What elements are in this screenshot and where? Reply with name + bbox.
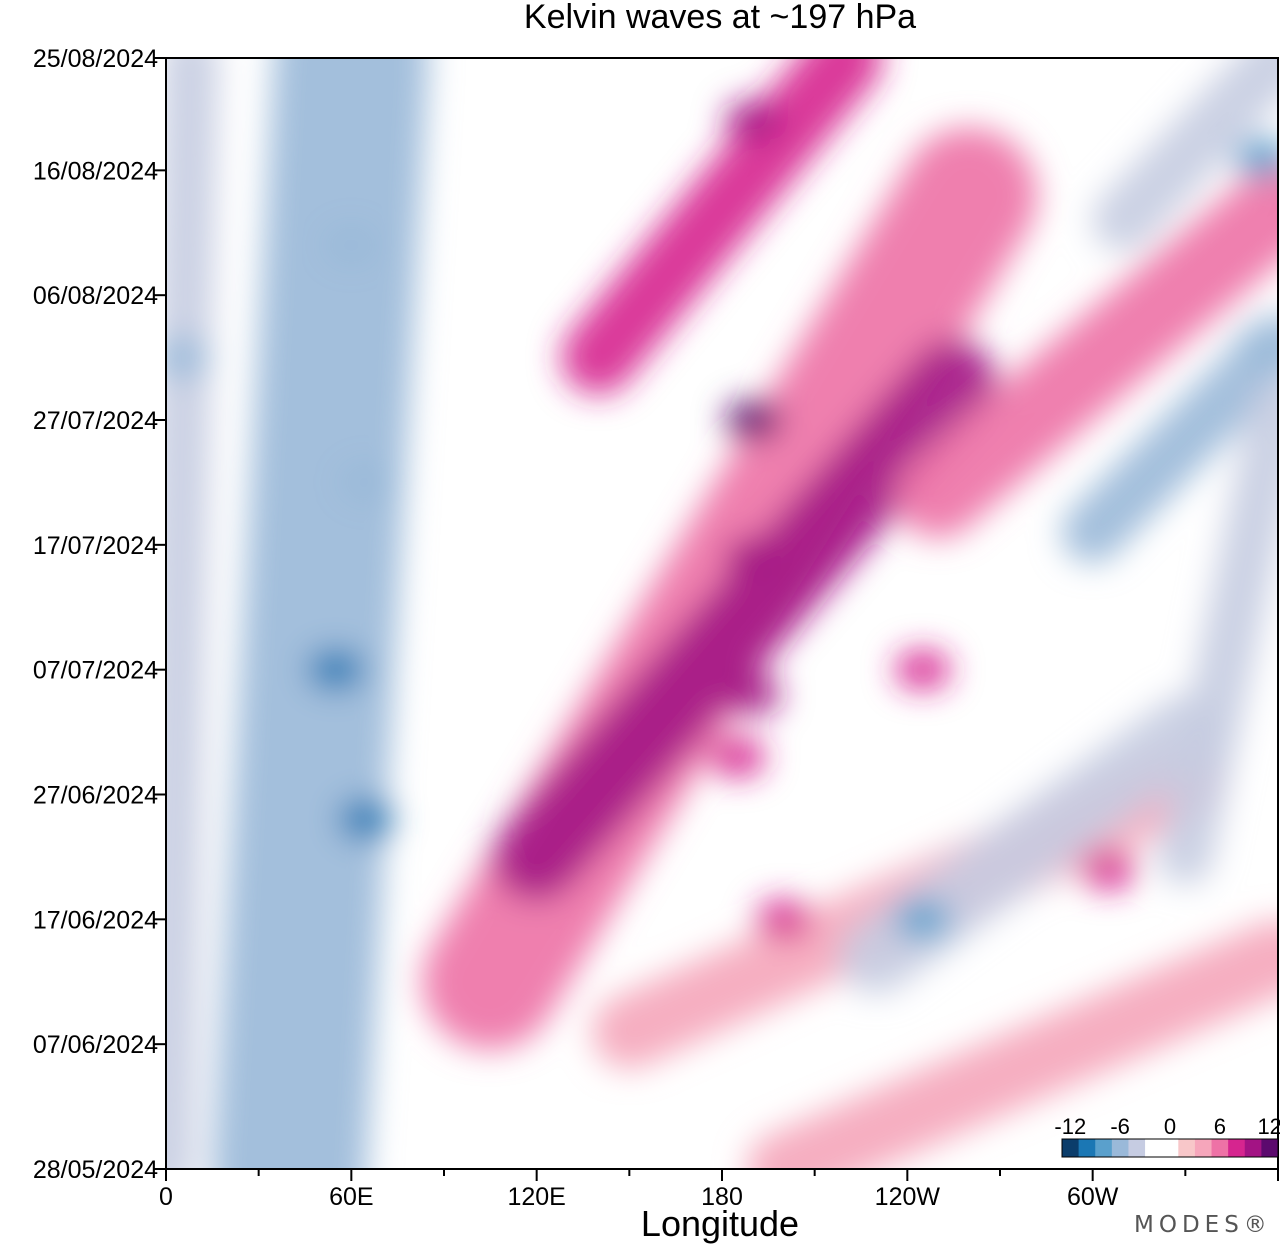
y-tick-label: 06/08/2024 (33, 282, 158, 310)
anomaly-core-4 (166, 337, 210, 378)
colorbar-tick-label: -6 (1110, 1114, 1130, 1139)
chart-title: Kelvin waves at ~197 hPa (524, 0, 916, 36)
colorbar-segment (1128, 1139, 1146, 1157)
colorbar-segment (1178, 1139, 1196, 1157)
anomaly-band-0 (212, 58, 429, 1169)
colorbar-tick-label: 12 (1257, 1114, 1280, 1139)
anomaly-band-1 (166, 58, 219, 1169)
anomaly-band-11 (1157, 379, 1278, 885)
y-axis: 28/05/2024 07/06/2024 17/06/2024 27/06/2024… (33, 45, 166, 1184)
x-tick-label: 120W (875, 1183, 941, 1211)
anomaly-core-5 (725, 400, 781, 441)
colorbar-segment (1228, 1139, 1246, 1157)
anomaly-core-15 (894, 649, 951, 690)
anomaly-band-9 (1061, 314, 1278, 564)
colorbar-frame (1061, 1138, 1279, 1158)
anomaly-core-2 (323, 225, 380, 266)
anomaly-core-7 (725, 100, 781, 141)
anomaly-band-6 (561, 58, 883, 395)
y-tick-label: 27/06/2024 (33, 782, 158, 810)
anomaly-core-6 (725, 674, 781, 715)
x-tick-label: 60W (1067, 1183, 1119, 1211)
anomaly-band-5 (746, 919, 1278, 1169)
colorbar-segment (1078, 1139, 1096, 1157)
x-axis: 0 60E 120E 180 120W 60W (159, 1169, 1279, 1211)
colorbar-segment (1244, 1139, 1262, 1157)
anomaly-core-3 (338, 462, 395, 503)
colorbar-segment (1062, 1139, 1080, 1157)
y-tick-label: 16/08/2024 (33, 157, 158, 185)
anomaly-core-13 (1234, 325, 1278, 366)
colorbar-segment (1194, 1139, 1213, 1157)
colorbar-segment (1211, 1139, 1229, 1157)
x-tick-label: 60E (329, 1183, 373, 1211)
y-tick-label: 17/06/2024 (33, 906, 158, 934)
anomaly-core-12 (1234, 137, 1278, 178)
colorbar-tick-label: -12 (1054, 1114, 1086, 1139)
y-tick-label: 17/07/2024 (33, 532, 158, 560)
anomaly-core-0 (338, 799, 395, 840)
y-tick-label: 25/08/2024 (33, 45, 158, 73)
y-tick-label: 28/05/2024 (33, 1156, 158, 1184)
colorbar-segment (1161, 1139, 1179, 1157)
x-tick-label: 180 (701, 1183, 743, 1211)
anomaly-core-10 (755, 899, 812, 940)
anomaly-band-10 (1092, 58, 1278, 252)
colorbar: -12 -6 0 6 12 (1054, 1114, 1280, 1158)
y-tick-label: 07/06/2024 (33, 1031, 158, 1059)
colorbar-segment (1111, 1139, 1129, 1157)
x-tick-label: 120E (507, 1183, 565, 1211)
anomaly-band-7 (894, 164, 1278, 539)
y-tick-label: 27/07/2024 (33, 407, 158, 435)
anomaly-field (166, 58, 1278, 1169)
anomaly-core-1 (308, 649, 364, 690)
colorbar-segment (1095, 1139, 1113, 1157)
anomaly-core-14 (1080, 849, 1136, 890)
anomaly-core-11 (894, 899, 951, 940)
x-axis-label: Longitude (641, 1203, 799, 1244)
anomaly-core-8 (725, 537, 781, 578)
brand-watermark: MODES® (1134, 1212, 1272, 1238)
colorbar-segment (1145, 1139, 1163, 1157)
anomaly-core-9 (709, 737, 766, 778)
colorbar-segment (1261, 1139, 1279, 1157)
anomaly-band-3 (493, 339, 997, 901)
colorbar-tick-label: 6 (1214, 1114, 1226, 1139)
y-tick-label: 07/07/2024 (33, 657, 158, 685)
colorbar-tick-label: 0 (1164, 1114, 1176, 1139)
x-tick-label: 0 (159, 1183, 173, 1211)
